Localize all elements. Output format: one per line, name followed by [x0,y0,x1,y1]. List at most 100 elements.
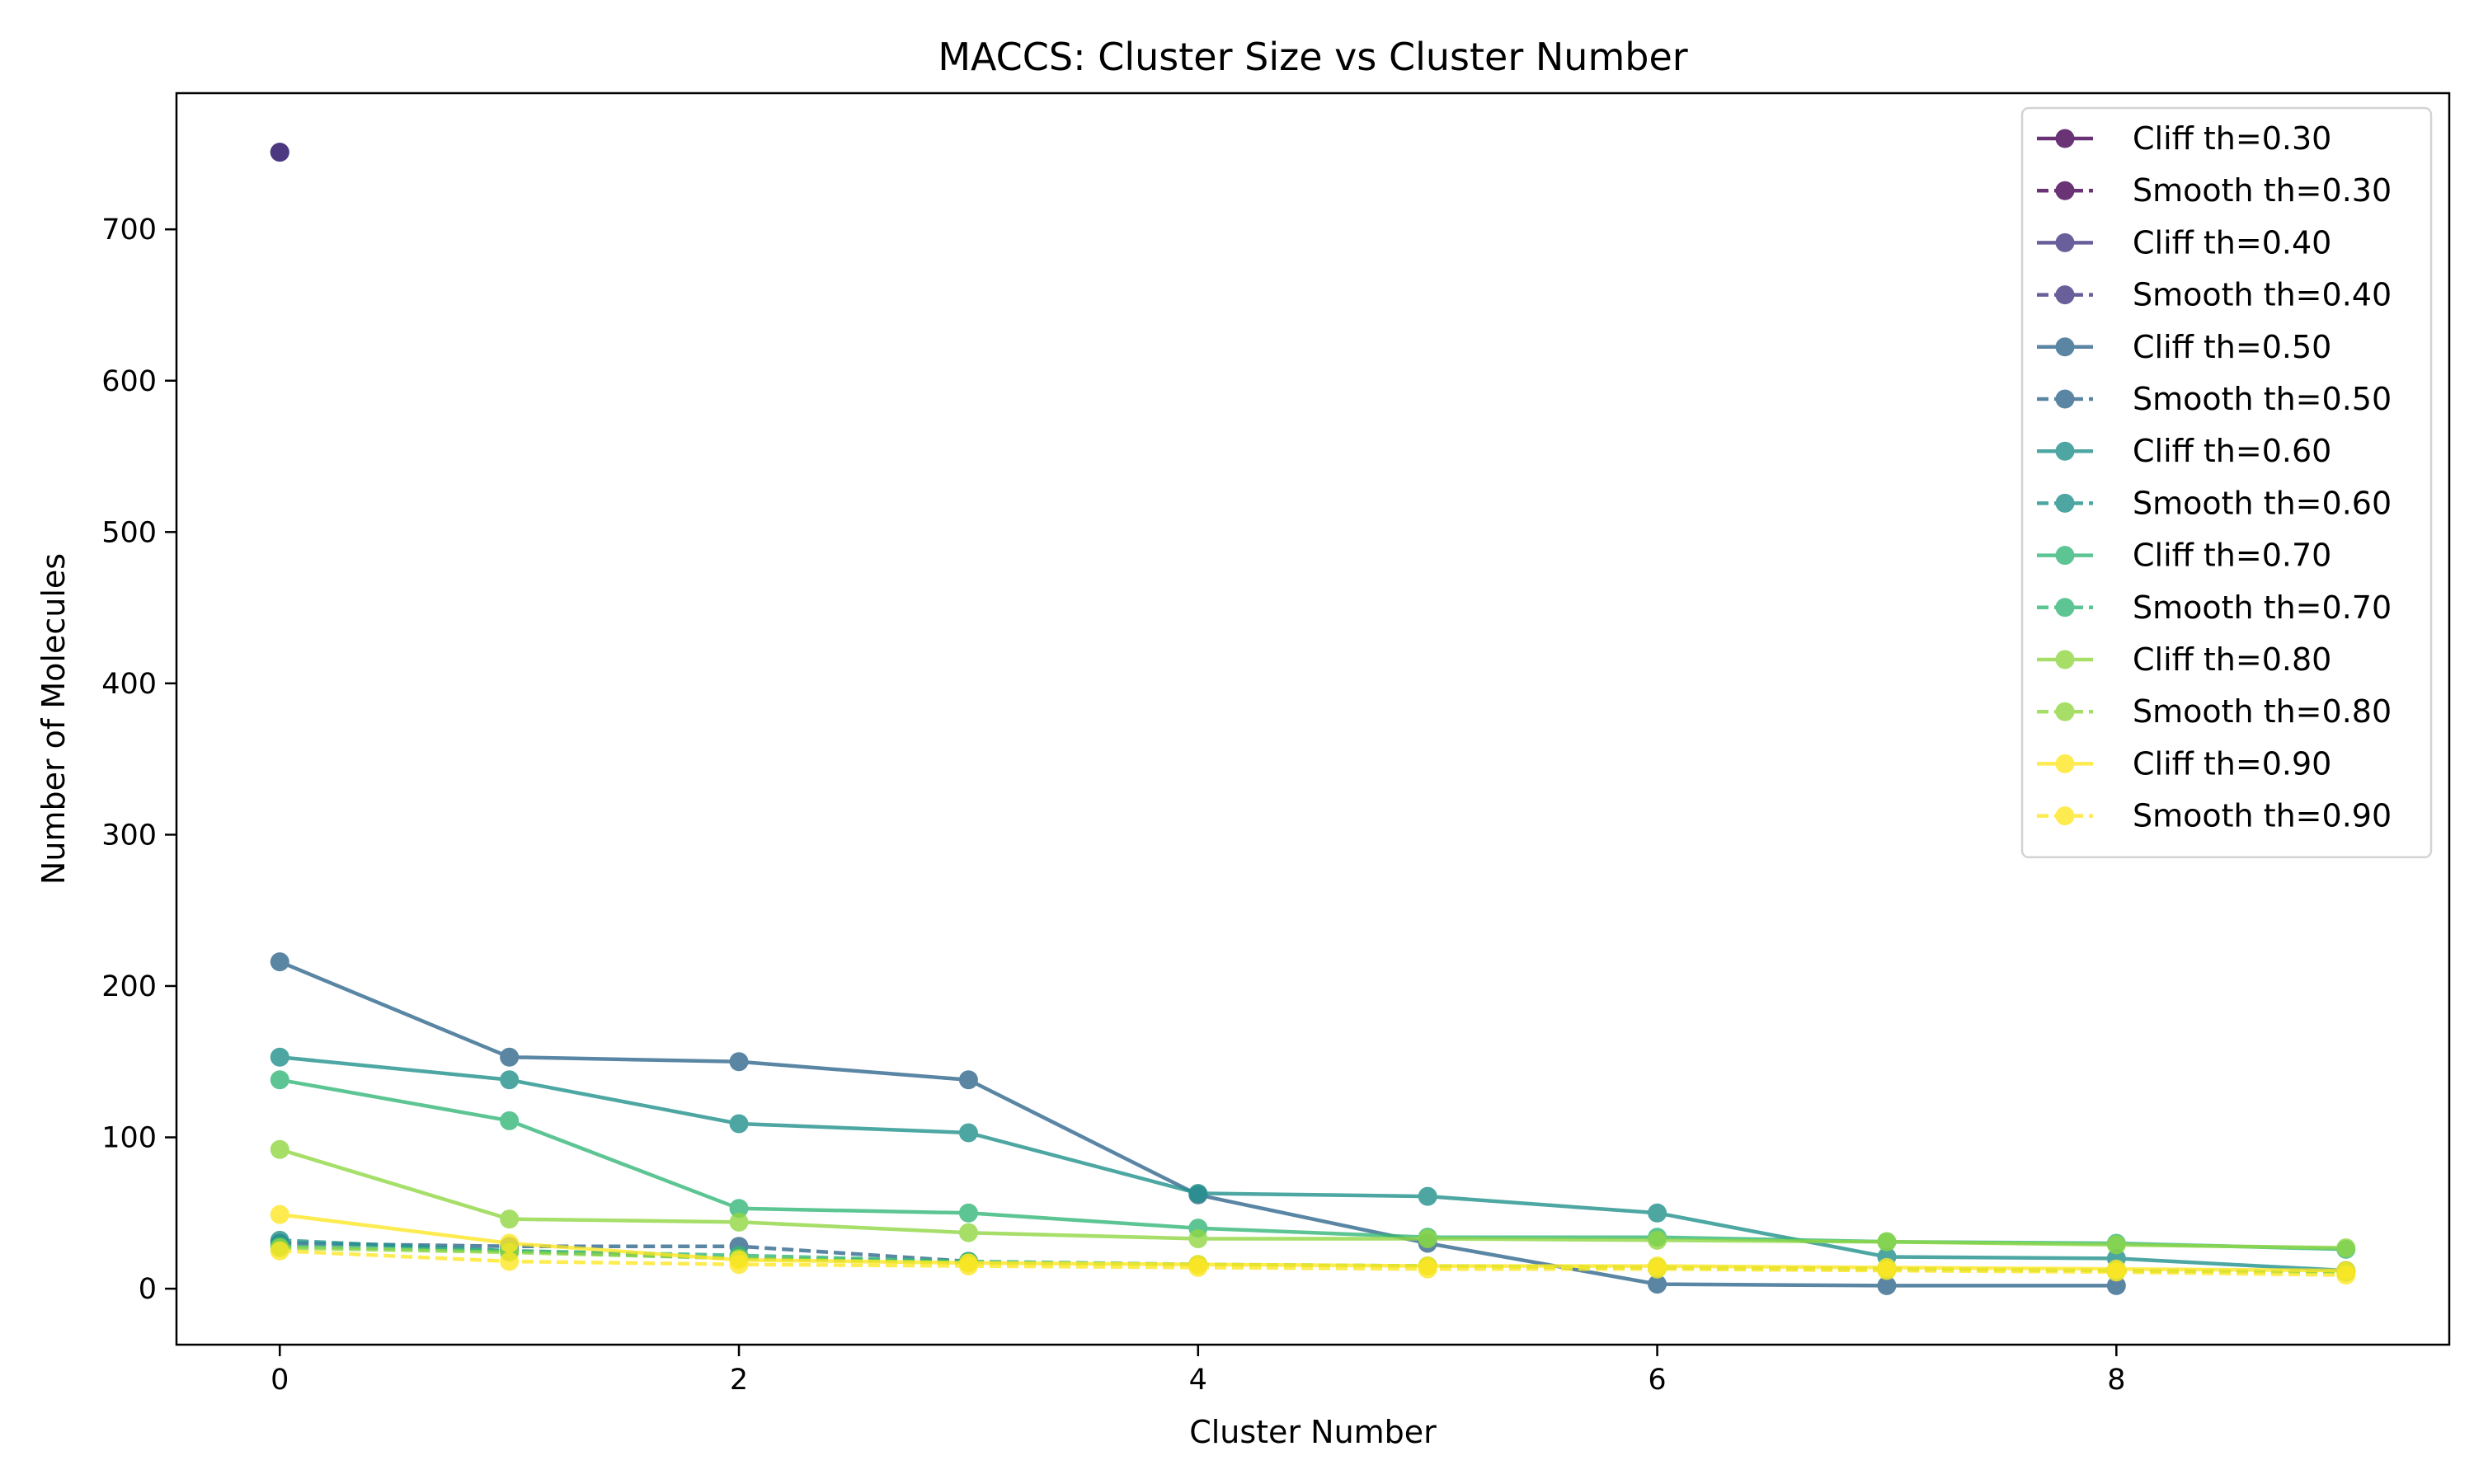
y-tick-label: 300 [101,819,157,852]
data-point [1188,1183,1208,1203]
legend-label: Cliff th=0.60 [2133,433,2331,469]
series-line [279,1078,2346,1252]
data-point [270,1241,289,1261]
data-point [500,1209,520,1229]
data-point [2336,1266,2356,1285]
data-point [729,1212,749,1232]
data-point [958,1123,978,1143]
legend-marker [2055,129,2075,148]
data-point [1648,1259,1667,1279]
legend-label: Smooth th=0.80 [2133,693,2392,730]
legend-item [2037,754,2093,773]
legend-marker [2055,702,2075,721]
legend-item [2037,232,2093,252]
legend: Cliff th=0.30 Smooth th=0.30 Cliff th=0.40… [2020,106,2433,859]
x-axis-label: Cluster Number [1189,1414,1437,1450]
data-point [1648,1275,1667,1294]
legend-label: Cliff th=0.40 [2133,224,2331,261]
y-tick-label: 200 [101,970,157,1003]
legend-marker [2055,441,2075,461]
data-point [1188,1257,1208,1277]
data-point [1648,1203,1667,1223]
data-point [729,1255,749,1275]
legend-label: Smooth th=0.50 [2133,381,2392,417]
data-point [958,1070,978,1090]
legend-marker [2055,754,2075,773]
legend-label: Smooth th=0.60 [2133,485,2392,521]
data-point [1188,1229,1208,1249]
legend-marker [2055,337,2075,357]
legend-item [2037,598,2093,618]
legend-item [2037,129,2093,148]
data-point [270,1047,289,1067]
data-point [958,1256,978,1276]
y-tick-label: 600 [101,365,157,398]
data-point [2106,1262,2126,1282]
legend-label: Smooth th=0.40 [2133,277,2392,313]
legend-marker [2055,181,2075,200]
x-tick-label: 6 [1648,1364,1666,1397]
legend-marker [2055,650,2075,669]
y-tick-label: 700 [101,214,157,247]
legend-marker [2055,389,2075,409]
series-smooth-th-0-90 [270,1241,2356,1285]
legend-marker [2055,598,2075,618]
legend-label: Cliff th=0.50 [2133,329,2331,365]
legend-item [2037,493,2093,513]
series-cliff-th-0-40 [270,143,289,162]
data-point [1418,1259,1437,1279]
legend-frame [2020,106,2433,859]
data-point [1877,1232,1897,1252]
data-point [1877,1275,1897,1295]
legend-marker [2055,493,2075,513]
data-point [500,1047,520,1067]
y-tick-label: 400 [101,668,157,701]
y-tick-label: 500 [101,516,157,549]
legend-label: Smooth th=0.70 [2133,589,2392,626]
data-point [270,1205,289,1224]
data-point [1877,1261,1897,1280]
data-point [500,1111,520,1130]
chart-title: MACCS: Cluster Size vs Cluster Number [938,35,1687,79]
y-tick-label: 100 [101,1122,157,1155]
y-axis-label: Number of Molecules [35,553,72,885]
legend-label: Smooth th=0.30 [2133,172,2392,209]
data-point [958,1203,978,1223]
data-point [270,952,289,972]
legend-label: Cliff th=0.80 [2133,641,2331,678]
legend-marker [2055,285,2075,305]
data-point [1648,1230,1667,1250]
plot-frame [175,92,2451,1346]
series-line [280,1248,2346,1277]
legend-marker [2055,232,2075,252]
legend-item [2037,181,2093,200]
data-point [500,1233,520,1253]
legend-marker [2055,806,2075,826]
legend-item [2037,702,2093,721]
legend-item [2037,337,2093,357]
legend-item [2037,285,2093,305]
legend-label: Cliff th=0.90 [2133,745,2331,782]
data-point [2336,1238,2356,1258]
data-point [729,1199,749,1219]
data-point [2106,1235,2126,1255]
series-line [280,1212,2346,1273]
x-tick-label: 4 [1189,1364,1207,1397]
legend-item [2037,546,2093,566]
series-line [280,1054,2346,1273]
legend-label: Smooth th=0.90 [2133,798,2392,834]
series-cliff-th-0-70 [270,1070,2356,1259]
y-tick-label: 0 [139,1273,157,1306]
legend-label: Cliff th=0.30 [2133,120,2331,157]
series-line [279,1148,2346,1250]
x-tick-label: 0 [270,1364,289,1397]
data-point [2106,1275,2126,1295]
data-point [958,1223,978,1242]
data-point [500,1070,520,1090]
data-point [729,1052,749,1072]
series-cliff-th-0-80 [270,1139,2356,1258]
data-point [729,1114,749,1134]
data-point [270,143,289,162]
data-point [1418,1229,1437,1249]
